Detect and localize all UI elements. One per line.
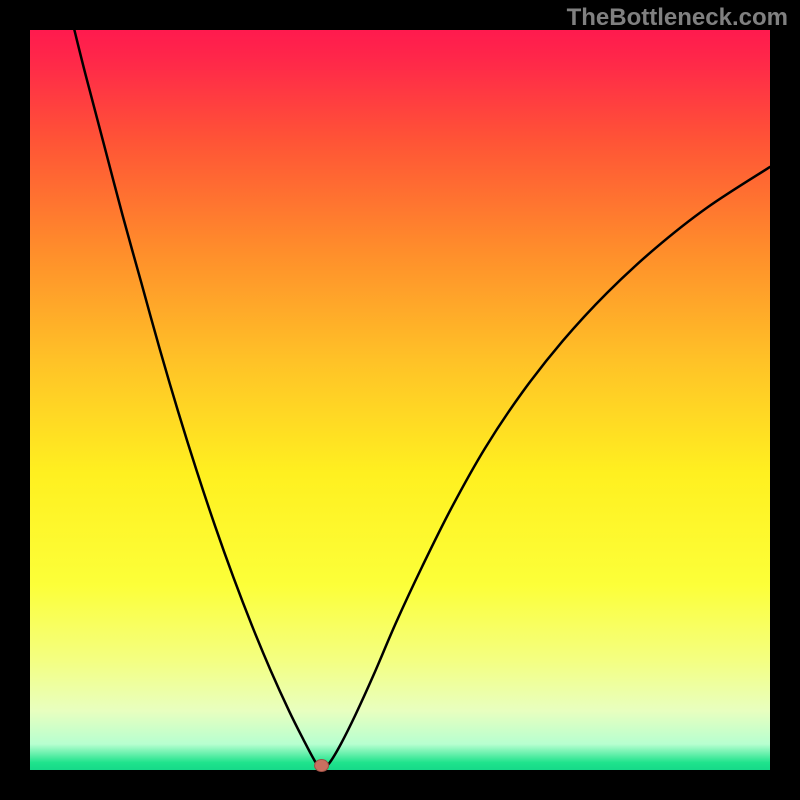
chart-background bbox=[30, 30, 770, 770]
watermark-text: TheBottleneck.com bbox=[567, 4, 788, 32]
minimum-marker bbox=[315, 760, 329, 772]
bottleneck-chart bbox=[0, 0, 800, 800]
